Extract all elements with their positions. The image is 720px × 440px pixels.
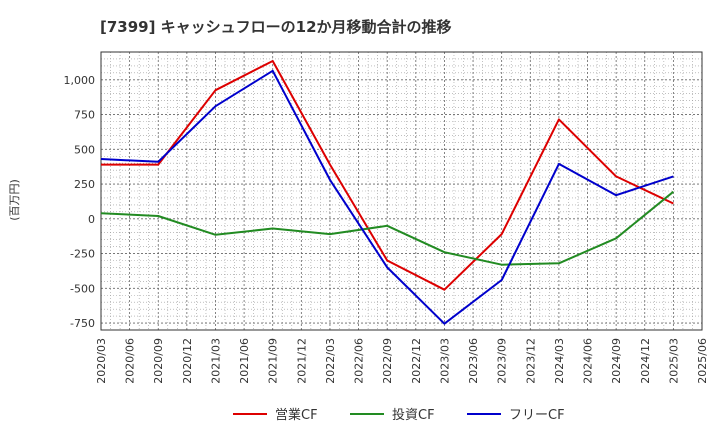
chart-title: [7399] キャッシュフローの12か月移動合計の推移 xyxy=(100,18,452,36)
series-lines xyxy=(100,60,675,325)
y-tick-label: -500 xyxy=(70,282,95,295)
x-tick-label: 2023/12 xyxy=(524,338,537,384)
legend-label: 営業CF xyxy=(275,407,318,423)
y-tick-label: 1,000 xyxy=(64,74,96,87)
series-line xyxy=(100,190,675,266)
plot-frame xyxy=(100,51,703,331)
y-tick-label: -250 xyxy=(70,248,95,261)
x-tick-label: 2021/09 xyxy=(267,338,280,384)
x-tick-label: 2022/12 xyxy=(410,338,423,384)
legend-label: 投資CF xyxy=(392,407,435,423)
y-axis-label: (百万円) xyxy=(8,179,21,221)
y-tick-label: 250 xyxy=(74,178,95,191)
series-line xyxy=(101,60,674,291)
x-tick-label: 2024/09 xyxy=(610,338,623,384)
x-tick-label: 2022/09 xyxy=(381,338,394,384)
y-tick-label: 500 xyxy=(74,143,95,156)
x-tick-label: 2020/12 xyxy=(181,338,194,384)
x-tick-label: 2023/06 xyxy=(467,338,480,384)
x-tick-label: 2024/12 xyxy=(639,338,652,384)
x-tick-label: 2025/06 xyxy=(696,338,709,384)
grid xyxy=(100,51,703,331)
x-tick-label: 2020/03 xyxy=(95,338,108,384)
y-tick-label: -750 xyxy=(70,317,95,330)
legend: 営業CF 投資CF フリーCF xyxy=(233,407,565,423)
x-tick-label: 2021/12 xyxy=(295,338,308,384)
y-tick-label: 0 xyxy=(88,213,95,226)
x-tick-label: 2022/06 xyxy=(353,338,366,384)
x-tick-label: 2023/09 xyxy=(496,338,509,384)
x-tick-label: 2025/03 xyxy=(667,338,680,384)
x-tick-label: 2021/03 xyxy=(209,338,222,384)
x-tick-label: 2022/03 xyxy=(324,338,337,384)
x-tick-label: 2021/06 xyxy=(238,338,251,384)
legend-label: フリーCF xyxy=(509,408,565,423)
x-tick-label: 2023/03 xyxy=(438,338,451,384)
x-tick-label: 2024/03 xyxy=(553,338,566,384)
x-tick-label: 2020/06 xyxy=(124,338,137,384)
axes: -750 -500 -250 0 250 500 750 1,000 2020/03 2020/0… xyxy=(64,51,709,384)
x-tick-label: 2024/06 xyxy=(582,338,595,384)
y-tick-label: 750 xyxy=(74,109,95,122)
series-line xyxy=(100,69,674,325)
x-tick-label: 2020/09 xyxy=(152,338,165,384)
